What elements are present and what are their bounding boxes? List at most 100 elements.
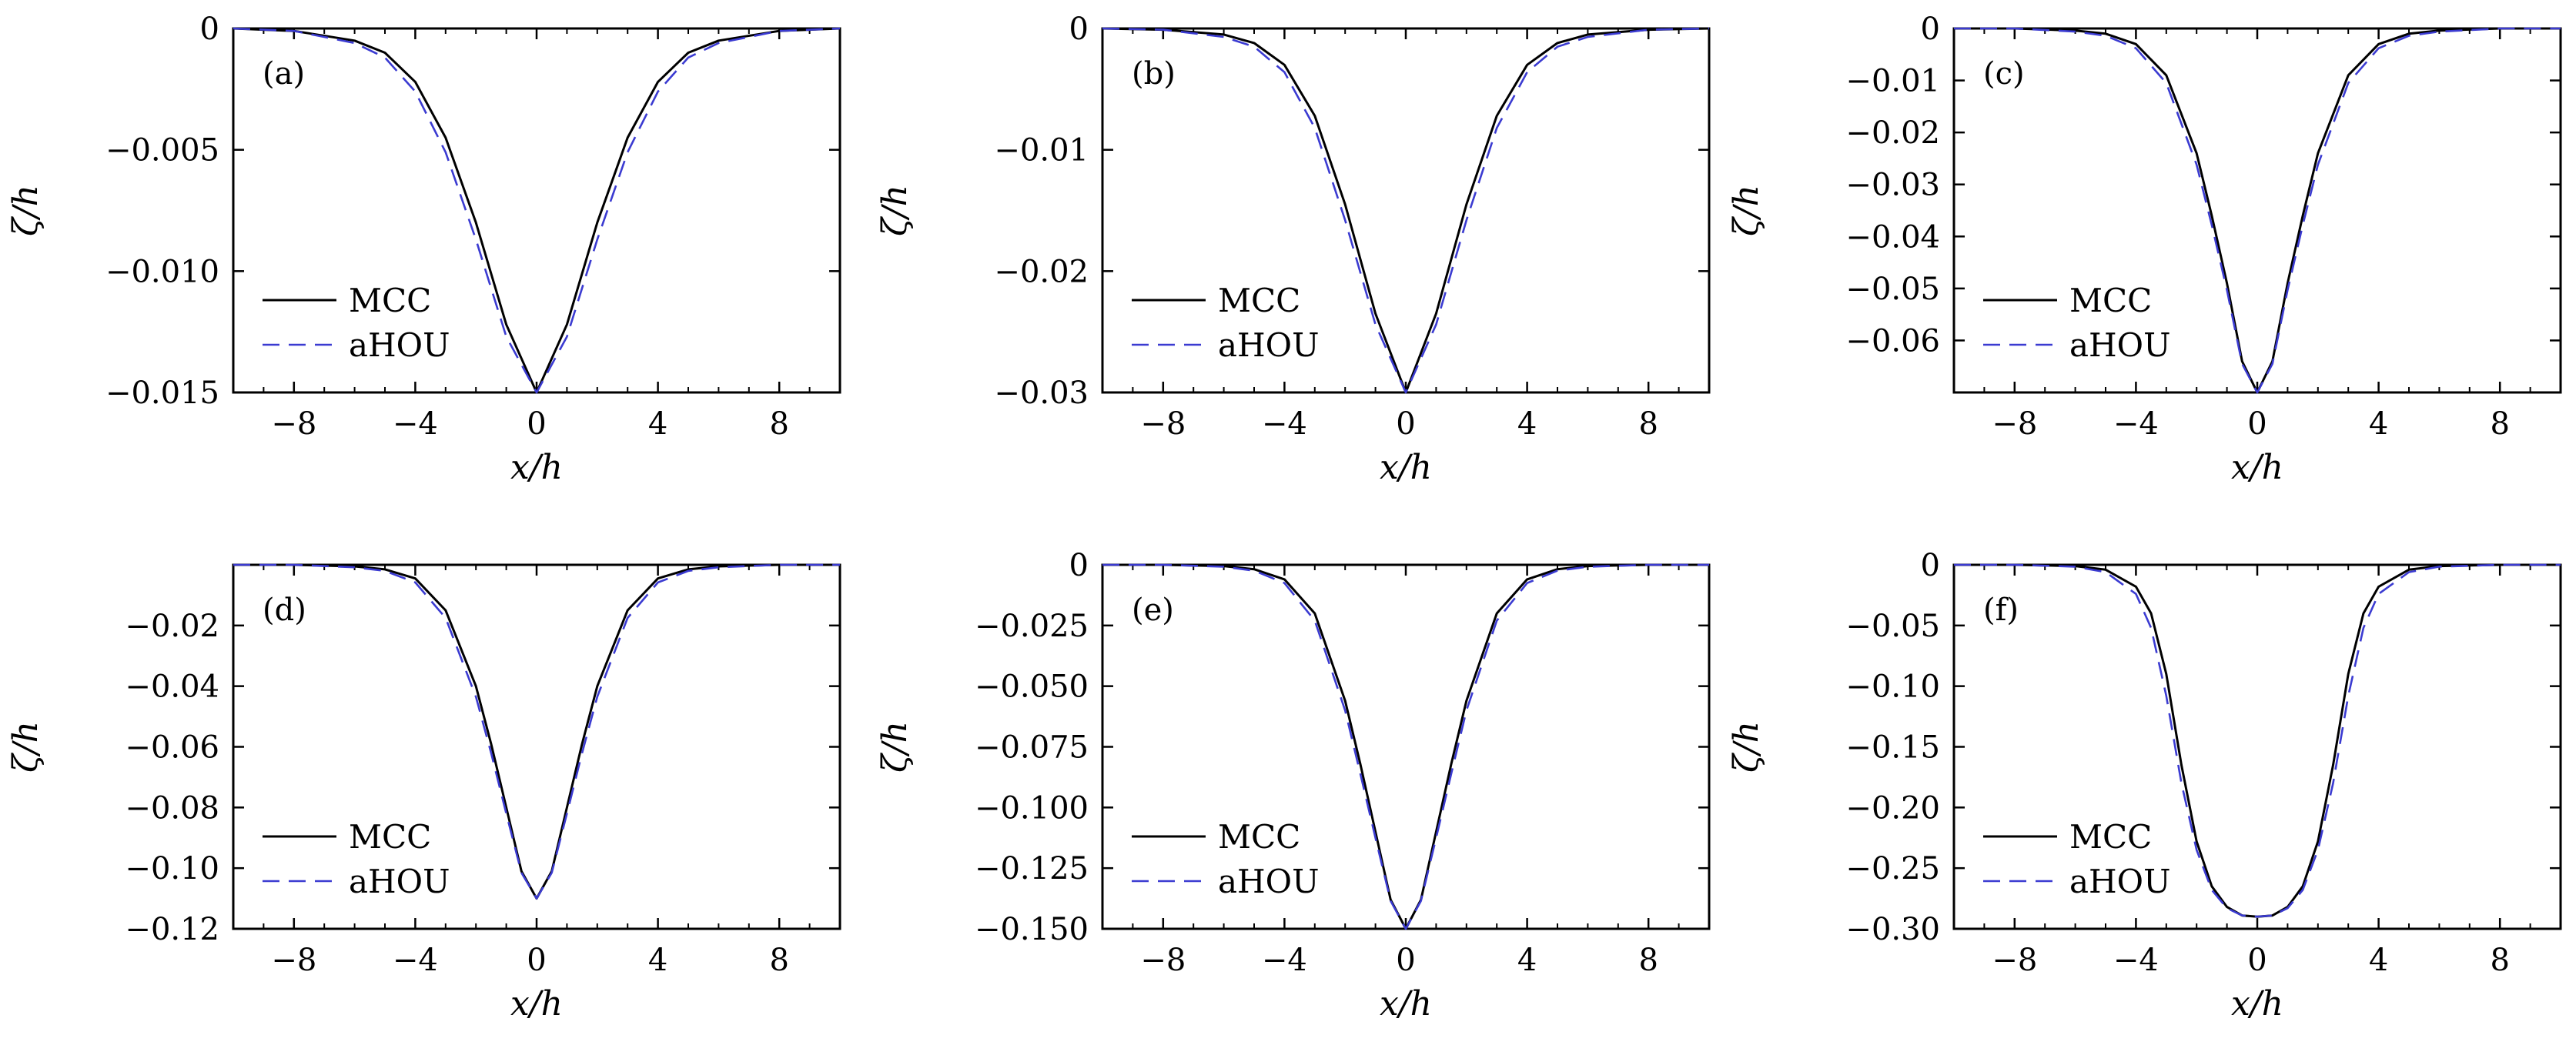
legend-label: aHOU bbox=[2069, 863, 2171, 900]
x-tick-label: −4 bbox=[393, 406, 438, 442]
y-axis-label: ζ/h bbox=[6, 721, 45, 773]
legend-label: aHOU bbox=[349, 326, 450, 364]
x-tick-label: 8 bbox=[2490, 943, 2509, 978]
series-line-ahou bbox=[1954, 563, 2561, 918]
x-tick-label: −4 bbox=[2113, 943, 2159, 978]
legend-label: aHOU bbox=[1218, 326, 1320, 364]
x-tick-label: 4 bbox=[648, 406, 667, 442]
y-tick-label: 0 bbox=[1921, 548, 1940, 583]
x-axis-label: x/h bbox=[510, 984, 563, 1023]
x-tick-label: 0 bbox=[527, 406, 546, 442]
x-axis-label: x/h bbox=[2231, 984, 2283, 1023]
x-tick-label: −8 bbox=[271, 943, 316, 978]
y-tick-label: −0.075 bbox=[975, 730, 1089, 766]
y-tick-label: −0.02 bbox=[125, 609, 219, 644]
plot-frame bbox=[1101, 27, 1711, 394]
plot-frame bbox=[232, 27, 841, 394]
y-tick-label: −0.10 bbox=[1845, 669, 1940, 705]
panel-label: (e) bbox=[1132, 593, 1174, 628]
series-line-mcc bbox=[233, 27, 840, 394]
x-tick-label: 4 bbox=[648, 943, 667, 978]
y-tick-label: −0.20 bbox=[1845, 790, 1940, 826]
plot-frame bbox=[1101, 563, 1711, 930]
y-axis-label: ζ/h bbox=[1727, 721, 1766, 773]
x-tick-label: 8 bbox=[769, 943, 788, 978]
y-axis-label: ζ/h bbox=[1727, 185, 1766, 236]
y-tick-label: −0.125 bbox=[975, 851, 1089, 886]
series-line-mcc bbox=[1954, 27, 2561, 394]
y-tick-label: −0.10 bbox=[125, 851, 219, 886]
x-tick-label: 0 bbox=[527, 943, 546, 978]
y-axis-label: ζ/h bbox=[6, 185, 45, 236]
y-tick-label: −0.005 bbox=[105, 133, 219, 169]
panel-label: (f) bbox=[1983, 593, 2019, 628]
y-tick-label: −0.04 bbox=[1845, 219, 1940, 255]
y-tick-label: −0.050 bbox=[975, 669, 1089, 705]
series-line-ahou bbox=[1102, 27, 1709, 394]
y-tick-label: −0.30 bbox=[1845, 912, 1940, 947]
y-tick-label: −0.05 bbox=[1845, 609, 1940, 644]
y-tick-label: −0.015 bbox=[105, 376, 219, 411]
x-tick-label: −4 bbox=[393, 943, 438, 978]
x-tick-label: −8 bbox=[1140, 406, 1186, 442]
panel-label: (b) bbox=[1132, 56, 1176, 92]
x-tick-label: −8 bbox=[271, 406, 316, 442]
legend-label: aHOU bbox=[349, 863, 450, 900]
x-tick-label: 8 bbox=[769, 406, 788, 442]
y-axis-label: ζ/h bbox=[875, 721, 915, 773]
series-line-mcc bbox=[233, 563, 840, 900]
panel-label: (d) bbox=[263, 593, 306, 628]
y-axis-label: ζ/h bbox=[875, 185, 915, 236]
y-tick-label: −0.05 bbox=[1845, 272, 1940, 307]
y-tick-label: 0 bbox=[1069, 548, 1089, 583]
series-line-ahou bbox=[1954, 27, 2561, 394]
x-tick-label: 8 bbox=[2490, 406, 2509, 442]
x-axis-label: x/h bbox=[510, 448, 563, 487]
plot-frame bbox=[1952, 563, 2562, 930]
y-tick-label: −0.02 bbox=[1845, 115, 1940, 151]
x-tick-label: −4 bbox=[2113, 406, 2159, 442]
y-tick-label: −0.15 bbox=[1845, 730, 1940, 766]
y-tick-label: −0.150 bbox=[975, 912, 1089, 947]
x-tick-label: 8 bbox=[1638, 406, 1658, 442]
series-line-ahou bbox=[233, 27, 840, 394]
legend-label: MCC bbox=[1218, 282, 1300, 319]
x-tick-label: −8 bbox=[1992, 943, 2037, 978]
x-axis-label: x/h bbox=[1380, 448, 1432, 487]
x-axis-label: x/h bbox=[1380, 984, 1432, 1023]
y-tick-label: 0 bbox=[1069, 12, 1089, 47]
y-tick-label: −0.12 bbox=[125, 912, 219, 947]
chart-panel-a: −8 −4 0 4 8 0 −0.005 −0.010 −0.015 x/h ζ/h (a) MCC aH… bbox=[6, 12, 841, 487]
x-tick-label: 0 bbox=[2247, 406, 2267, 442]
x-tick-label: 4 bbox=[1517, 943, 1537, 978]
legend-label: MCC bbox=[2069, 818, 2152, 856]
series-line-mcc bbox=[1102, 27, 1709, 394]
x-tick-label: 4 bbox=[2369, 406, 2388, 442]
x-tick-label: −8 bbox=[1140, 943, 1186, 978]
series-line-ahou bbox=[233, 563, 840, 900]
y-tick-label: 0 bbox=[200, 12, 219, 47]
y-tick-label: −0.01 bbox=[994, 133, 1089, 169]
y-tick-label: −0.02 bbox=[994, 254, 1089, 289]
legend-label: MCC bbox=[2069, 282, 2152, 319]
panel-label: (a) bbox=[263, 56, 305, 92]
x-tick-label: 0 bbox=[2247, 943, 2267, 978]
x-axis-label: x/h bbox=[2231, 448, 2283, 487]
chart-panel-b: −8 −4 0 4 8 0 −0.01 −0.02 −0.03 x/h ζ/h (b) MCC aHOU bbox=[875, 12, 1711, 487]
legend-label: MCC bbox=[349, 282, 431, 319]
x-tick-label: −4 bbox=[1262, 943, 1307, 978]
series-line-mcc bbox=[1954, 563, 2561, 918]
chart-panel-c: −8 −4 0 4 8 0 −0.01 −0.02 −0.03 −0.04 −0.05 −0.06 x/… bbox=[1727, 12, 2562, 487]
chart-panel-f: −8 −4 0 4 8 0 −0.05 −0.10 −0.15 −0.20 −0.25 −0.30 x/… bbox=[1727, 548, 2562, 1023]
y-tick-label: −0.010 bbox=[105, 254, 219, 289]
series-line-ahou bbox=[1102, 563, 1709, 930]
x-tick-label: 0 bbox=[1396, 406, 1415, 442]
legend-label: aHOU bbox=[1218, 863, 1320, 900]
y-tick-label: −0.06 bbox=[125, 730, 219, 766]
legend-label: MCC bbox=[1218, 818, 1300, 856]
y-tick-label: −0.08 bbox=[125, 790, 219, 826]
y-tick-label: −0.025 bbox=[975, 609, 1089, 644]
x-tick-label: 4 bbox=[2369, 943, 2388, 978]
legend-label: MCC bbox=[349, 818, 431, 856]
